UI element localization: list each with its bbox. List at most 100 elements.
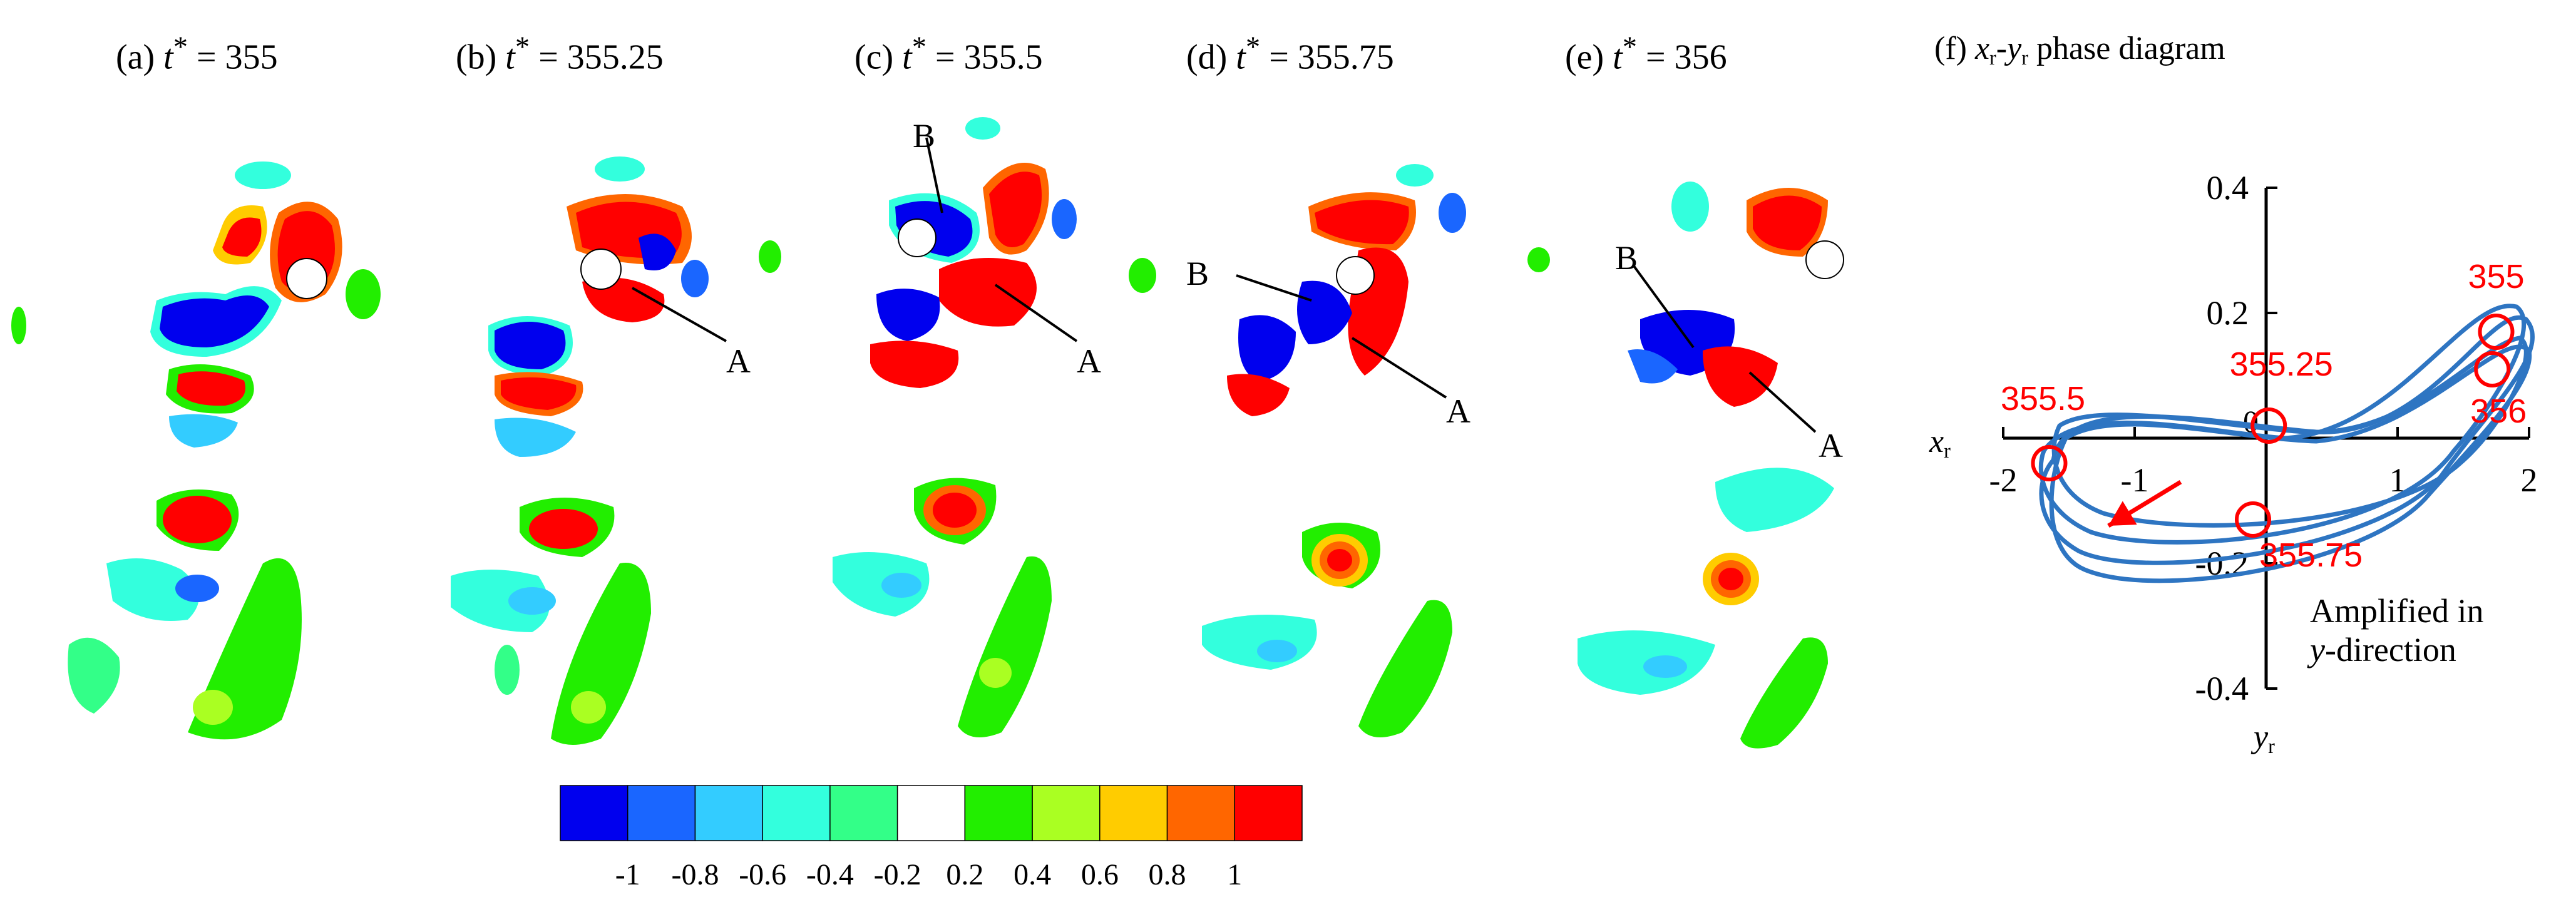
cylinder [1336,256,1375,295]
note-line-2: y-direction [2310,630,2483,669]
vortex-patch [1753,195,1822,250]
vorticity-field-e [1527,182,1844,749]
vortex-patch [979,658,1012,688]
vortex-patch [1527,247,1550,272]
vortex-patch [1740,637,1828,749]
vortex-patch [193,690,233,725]
title-tail: phase diagram [2028,31,2225,66]
vortex-patch [989,172,1042,247]
panel-prefix: (b) [456,38,506,77]
cylinder [898,218,936,257]
x-axis-variable: x [1929,424,1944,459]
vortex-patch [529,509,598,549]
vortex-patch [1257,640,1297,662]
panel-prefix: (e) [1565,38,1613,77]
panel-title-b: (b) t* = 355.25 [456,33,664,75]
leader-line-a [632,287,727,342]
colorbar-swatch [829,785,898,841]
time-superscript: * [515,31,530,63]
time-marker-label: 355 [2468,258,2524,295]
vortex-patch [222,217,262,257]
vortex-patch [1671,182,1709,232]
vorticity-field-b [451,156,781,745]
vortex-patch [958,556,1052,737]
vortex-patch [160,295,269,347]
colorbar-swatch [560,785,629,841]
colorbar-tick-label: 0.6 [1081,858,1119,891]
vorticity-field-c [833,117,1156,737]
y-tick-label: 0.2 [2207,294,2249,332]
x-tick-label: -2 [1989,461,2018,499]
vortex-patch [163,496,232,543]
vortex-patch [870,341,959,388]
colorbar [560,785,1303,841]
vortex-patch [495,645,520,695]
time-value: 355.25 [567,38,664,77]
colorbar-swatch [896,785,966,841]
time-variable: t [163,38,173,77]
time-superscript: * [1622,31,1638,63]
time-marker [2474,351,2511,387]
vortex-patch [876,289,940,341]
panel-title-f: (f) xr-yr phase diagram [1934,33,2225,68]
vortex-patch [68,637,120,714]
panel-title-d: (d) t* = 355.75 [1186,33,1394,75]
phase-curves [2038,304,2535,583]
y-variable: y [2007,31,2022,66]
x-variable: x [1974,31,1990,66]
colorbar-tick-label: -0.6 [739,858,786,891]
time-value: 356 [1674,38,1727,77]
y-axis-variable: y [2254,719,2269,755]
amplification-note: Amplified in y-direction [2310,592,2483,669]
label-a: A [1077,342,1101,380]
colorbar-swatch [762,785,831,841]
x-tick-label: -1 [2121,461,2149,499]
panel-prefix: (d) [1186,38,1236,77]
note-line-1: Amplified in [2310,592,2484,630]
vortex-patch [175,575,219,602]
time-variable: t [1236,38,1246,77]
y-axis-label: yr [2254,719,2275,758]
time-marker-label: 355.25 [2230,346,2333,383]
colorbar-tick-label: -1 [615,858,640,891]
time-markers: 355 355.25 355.5 355.75 356 [2001,258,2527,574]
leader-line-a [1351,337,1447,399]
vortex-patch [508,587,556,615]
leader-line-b [925,137,943,213]
vortex-patch [1129,258,1156,293]
vorticity-field-a [11,161,381,740]
x-tick-label: 2 [2521,461,2538,499]
vortex-patch [235,161,291,189]
vortex-patch [1202,615,1317,670]
vortex-patch [681,260,709,297]
phase-diagram: -2 -1 1 20 0.40.2-0.2-0.4 355355.25355.5355… [1989,169,2538,707]
leader-line-a [1748,371,1817,433]
colorbar-swatch [1166,785,1236,841]
vortex-patch [1715,468,1834,532]
vortex-patch [177,371,245,406]
y-tick-label: 0.4 [2207,169,2249,207]
vortex-patch [571,691,606,724]
colorbar-tick-label: 0.4 [1013,858,1051,891]
panel-title-e: (e) t* = 356 [1565,33,1727,75]
colorbar-swatch [1032,785,1101,841]
y-axis-subscript: r [2268,735,2275,758]
vortex-patch [1238,315,1296,382]
direction-arrow [2107,480,2182,528]
time-superscript: * [1245,31,1261,63]
y-subscript: r [2021,46,2028,69]
vortex-patch [1718,568,1743,590]
x-axis-label: xr [1929,426,1951,461]
colorbar-swatch [694,785,763,841]
vorticity-field-d [1202,164,1466,737]
vortex-patch [639,233,676,270]
y-tick-label: -0.4 [2195,670,2249,707]
vortex-patch [1703,346,1778,407]
vortex-patch [833,552,930,617]
cylinder [580,248,622,290]
label-a: A [1446,392,1470,430]
vortex-patch [1315,200,1409,245]
note-variable: y [2310,631,2325,669]
time-variable: t [505,38,515,77]
